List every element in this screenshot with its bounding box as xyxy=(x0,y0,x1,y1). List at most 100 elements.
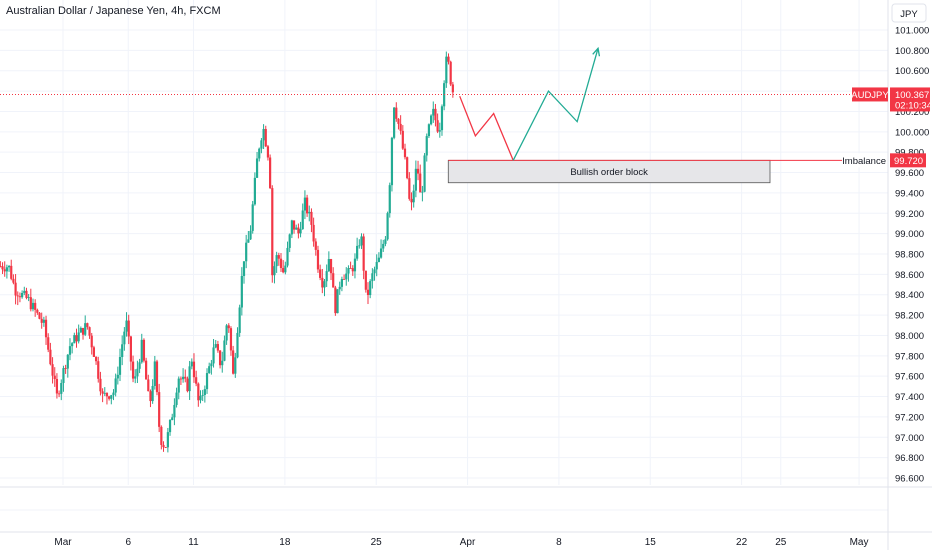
candle-body xyxy=(108,396,111,399)
candle-body xyxy=(138,362,141,369)
candle-body xyxy=(312,224,315,242)
candle-body xyxy=(34,302,37,310)
candle-body xyxy=(329,259,333,274)
x-tick-label: 8 xyxy=(556,537,562,548)
candle-body xyxy=(440,106,444,131)
candle-body xyxy=(332,273,335,288)
imbalance-label-bg xyxy=(842,153,888,168)
candle-body xyxy=(234,357,237,374)
candle-body xyxy=(158,392,161,427)
candle-body xyxy=(179,378,183,380)
imbalance-price-tag xyxy=(890,153,926,168)
drawing-layer: Bullish order block Imbalance xyxy=(0,46,888,184)
candle-body xyxy=(295,227,298,230)
candle-body xyxy=(40,318,43,323)
y-tick-label: 99.400 xyxy=(895,188,924,199)
candle-body xyxy=(62,368,65,384)
candle-body xyxy=(340,279,344,287)
candle-body xyxy=(3,269,6,272)
time-axis[interactable]: Mar 6 11 18 25 Apr 8 15 22 25 May xyxy=(54,537,868,548)
candle-body xyxy=(1,266,4,270)
candle-body xyxy=(214,344,217,348)
imbalance-label: Imbalance xyxy=(842,156,886,167)
candle-body xyxy=(123,331,126,345)
y-tick-label: 97.600 xyxy=(895,372,924,383)
candle-body xyxy=(377,257,380,262)
candle-body xyxy=(68,346,72,355)
candle-body xyxy=(347,268,350,274)
candle-body xyxy=(223,340,226,361)
candle-body xyxy=(140,339,143,363)
currency-button[interactable] xyxy=(891,3,927,23)
candle-body xyxy=(345,273,348,280)
candle-body xyxy=(29,297,32,310)
candle-body xyxy=(210,363,213,367)
candle-body xyxy=(255,158,259,178)
candle-body xyxy=(79,328,82,333)
candle-body xyxy=(249,230,252,240)
candle-body xyxy=(184,376,187,379)
candle-body xyxy=(99,378,102,392)
candle-body xyxy=(279,258,283,269)
candle-body xyxy=(177,378,180,393)
x-tick-label: 25 xyxy=(775,537,787,548)
candle-body xyxy=(12,278,15,283)
x-tick-label: 25 xyxy=(371,537,383,548)
candle-body xyxy=(301,210,304,230)
candle-body xyxy=(116,374,119,379)
candle-body xyxy=(171,417,174,421)
x-tick-label: 22 xyxy=(736,537,748,548)
y-tick-label: 99.000 xyxy=(895,229,924,240)
candle-body xyxy=(266,146,270,158)
candle-body xyxy=(142,339,146,361)
chart-title: Australian Dollar / Japanese Yen, 4h, FX… xyxy=(6,5,221,17)
price-axis[interactable]: 101.000100.800100.600100.400100.200100.0… xyxy=(851,26,932,485)
candle-body xyxy=(445,56,448,84)
candle-body xyxy=(38,312,41,319)
candle-body xyxy=(49,349,52,365)
candle-body xyxy=(429,115,433,125)
candle-body xyxy=(66,354,69,369)
candle-body xyxy=(371,273,374,282)
candle-body xyxy=(373,269,376,274)
candle-body xyxy=(319,269,322,278)
candle-body xyxy=(356,245,359,259)
candle-body xyxy=(86,323,89,328)
x-tick-label: May xyxy=(850,537,869,548)
candle-body xyxy=(421,191,424,193)
projection-path[interactable] xyxy=(459,95,514,161)
candle-body xyxy=(162,444,165,448)
projection-path[interactable] xyxy=(512,48,599,161)
y-tick-label: 98.200 xyxy=(895,311,924,322)
last-price-label: 100.367 xyxy=(895,90,929,101)
candle-body xyxy=(27,297,30,299)
y-tick-label: 97.200 xyxy=(895,412,924,423)
candle-body xyxy=(110,395,113,399)
candle-body xyxy=(299,229,302,234)
y-tick-label: 96.800 xyxy=(895,453,924,464)
candle-body xyxy=(121,344,124,358)
candle-body xyxy=(321,277,324,288)
candle-body xyxy=(334,287,337,314)
candle-body xyxy=(412,190,415,203)
candle-body xyxy=(342,279,346,280)
candle-body xyxy=(245,242,248,262)
candle-body xyxy=(225,325,228,341)
candle-body xyxy=(386,213,389,240)
candle-body xyxy=(10,265,13,279)
candle-body xyxy=(125,320,128,332)
candle-body xyxy=(44,319,48,338)
candle-body xyxy=(221,360,224,366)
candle-body xyxy=(155,361,159,393)
imbalance-price-label: 99.720 xyxy=(894,156,923,167)
candle-body xyxy=(401,130,404,149)
candle-body xyxy=(327,259,330,272)
y-tick-label: 99.800 xyxy=(895,148,924,159)
x-tick-label: 11 xyxy=(188,537,199,548)
candle-body xyxy=(92,347,96,357)
candle-body xyxy=(205,373,209,390)
candle-body xyxy=(18,296,22,298)
candle-body xyxy=(25,290,28,298)
